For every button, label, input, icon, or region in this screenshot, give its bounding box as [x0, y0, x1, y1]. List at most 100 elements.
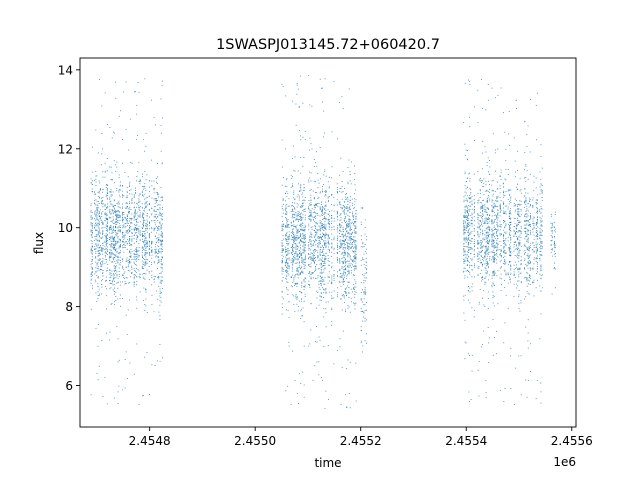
data-point — [351, 241, 353, 243]
data-point — [96, 275, 98, 276]
data-point — [344, 266, 345, 268]
data-point — [130, 217, 132, 219]
data-point — [101, 221, 103, 223]
data-point — [296, 232, 298, 234]
data-point — [116, 216, 118, 218]
data-point — [316, 151, 317, 153]
data-point — [113, 293, 115, 295]
data-point — [281, 291, 283, 293]
data-point — [304, 259, 306, 261]
data-point — [323, 248, 325, 250]
data-point — [144, 183, 146, 185]
data-point — [319, 226, 321, 228]
data-point — [107, 264, 109, 265]
data-point — [296, 213, 298, 215]
data-point — [486, 200, 488, 202]
data-point — [478, 227, 480, 229]
data-point — [342, 277, 344, 279]
data-point — [94, 200, 96, 201]
data-point — [115, 254, 117, 256]
data-point — [287, 236, 289, 238]
data-point — [114, 243, 115, 245]
data-point — [109, 248, 111, 250]
data-point — [366, 269, 367, 271]
data-point — [355, 258, 357, 260]
data-point — [316, 204, 318, 206]
data-point — [292, 210, 294, 212]
data-point — [304, 284, 306, 286]
data-point — [296, 230, 298, 232]
data-point — [331, 214, 333, 216]
data-point — [116, 255, 118, 257]
data-point — [346, 213, 347, 215]
data-point — [125, 230, 127, 232]
data-point — [105, 224, 107, 226]
data-point — [126, 230, 128, 232]
data-point — [143, 212, 144, 214]
data-point — [360, 221, 362, 223]
data-point — [285, 234, 287, 236]
data-point — [113, 200, 115, 202]
data-point — [291, 177, 292, 179]
data-point — [300, 233, 302, 235]
data-point — [96, 234, 98, 236]
data-point — [347, 307, 349, 309]
data-point — [157, 176, 158, 178]
data-point — [287, 310, 289, 311]
data-point — [303, 187, 305, 188]
data-point — [300, 253, 301, 255]
data-point — [133, 223, 135, 225]
data-point — [467, 299, 469, 301]
data-point — [345, 260, 346, 262]
data-point — [282, 238, 284, 240]
data-point — [339, 259, 341, 261]
data-point — [300, 206, 302, 208]
data-point — [488, 226, 490, 228]
data-point — [295, 284, 297, 285]
data-point — [316, 232, 318, 234]
data-point — [340, 298, 342, 300]
data-point — [282, 209, 284, 211]
data-point — [97, 295, 99, 296]
data-point — [496, 224, 498, 225]
data-point — [160, 243, 162, 245]
data-point — [499, 175, 501, 177]
data-point — [300, 267, 302, 269]
data-point — [282, 229, 284, 231]
data-point — [466, 180, 467, 182]
data-point — [136, 237, 138, 239]
data-point — [90, 218, 92, 220]
data-point — [90, 276, 92, 277]
data-point — [465, 239, 467, 241]
data-point — [310, 243, 312, 244]
data-point — [324, 233, 326, 235]
data-point — [109, 331, 111, 333]
data-point — [301, 212, 303, 214]
data-point — [360, 330, 362, 332]
data-point — [102, 250, 104, 252]
data-point — [302, 315, 304, 317]
data-point — [161, 233, 163, 235]
data-point — [95, 184, 97, 186]
data-point — [107, 124, 108, 126]
data-point — [118, 217, 120, 219]
data-point — [294, 285, 296, 286]
data-point — [319, 78, 321, 80]
data-point — [478, 360, 480, 362]
data-point — [337, 191, 338, 193]
data-point — [319, 252, 321, 254]
data-point — [496, 246, 498, 248]
data-point — [145, 289, 147, 291]
data-point — [295, 238, 297, 240]
data-point — [115, 225, 117, 227]
data-point — [488, 171, 489, 173]
data-point — [288, 301, 290, 303]
data-point — [296, 268, 298, 270]
data-point — [157, 200, 158, 202]
data-point — [502, 183, 504, 185]
data-point — [483, 182, 485, 184]
data-point — [497, 230, 499, 232]
data-point — [339, 338, 341, 340]
data-point — [473, 228, 475, 230]
data-point — [299, 191, 301, 193]
